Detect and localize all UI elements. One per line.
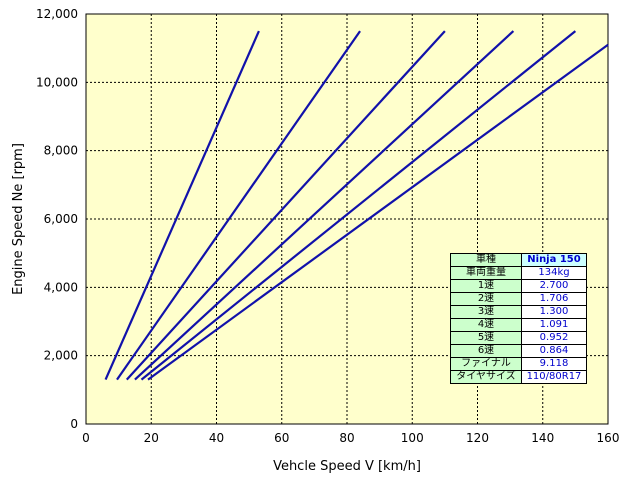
- spec-row: 6速 0.864: [450, 344, 587, 358]
- series-line-4: [134, 30, 515, 381]
- spec-value: 110/80R17: [521, 370, 587, 384]
- y-tick-label: 6,000: [44, 212, 78, 226]
- series-line-1: [104, 30, 260, 381]
- spec-row: ファイナル 9.118: [450, 357, 587, 371]
- y-tick-label: 10,000: [36, 75, 78, 89]
- x-tick-label: 100: [401, 431, 424, 445]
- y-tick-label: 0: [70, 417, 78, 431]
- spec-value: Ninja 150: [521, 253, 587, 267]
- spec-label: 車両重量: [450, 266, 522, 280]
- x-tick-label: 60: [274, 431, 289, 445]
- spec-value: 0.952: [521, 331, 587, 345]
- series-line-6: [147, 43, 609, 381]
- x-tick-label: 160: [597, 431, 620, 445]
- spec-value: 9.118: [521, 357, 587, 371]
- y-axis-ticks: 0 2,000 4,000 6,000 8,000 10,000 12,000: [36, 7, 78, 431]
- x-tick-label: 80: [339, 431, 354, 445]
- x-tick-label: 20: [144, 431, 159, 445]
- x-tick-label: 120: [466, 431, 489, 445]
- spec-value: 1.300: [521, 305, 587, 319]
- y-axis-label: Engine Speed Ne [rpm]: [11, 143, 26, 295]
- spec-row: 1速 2.700: [450, 279, 587, 293]
- spec-row: 車種 Ninja 150: [450, 253, 587, 267]
- spec-row: 5速 0.952: [450, 331, 587, 345]
- spec-label: 3速: [450, 305, 522, 319]
- series-line-2: [116, 30, 361, 381]
- spec-label: ファイナル: [450, 357, 522, 371]
- spec-value: 1.091: [521, 318, 587, 332]
- spec-value: 134kg: [521, 266, 587, 280]
- x-tick-label: 140: [531, 431, 554, 445]
- spec-row: 4速 1.091: [450, 318, 587, 332]
- spec-row: 車両重量 134kg: [450, 266, 587, 280]
- x-tick-label: 0: [82, 431, 90, 445]
- y-tick-label: 12,000: [36, 7, 78, 21]
- spec-value: 0.864: [521, 344, 587, 358]
- spec-label: タイヤサイズ: [450, 370, 522, 384]
- series-line-3: [125, 30, 446, 381]
- x-axis-label: Vehcle Speed V [km/h]: [273, 459, 421, 474]
- y-tick-label: 8,000: [44, 144, 78, 158]
- spec-row: 2速 1.706: [450, 292, 587, 306]
- spec-row: タイヤサイズ 110/80R17: [450, 370, 587, 384]
- series-lines: [104, 30, 609, 381]
- spec-label: 5速: [450, 331, 522, 345]
- y-tick-label: 2,000: [44, 349, 78, 363]
- x-tick-label: 40: [209, 431, 224, 445]
- spec-label: 車種: [450, 253, 522, 267]
- spec-label: 2速: [450, 292, 522, 306]
- y-tick-label: 4,000: [44, 280, 78, 294]
- x-axis-ticks: 0 20 40 60 80 100 120 140 160: [82, 431, 619, 445]
- spec-value: 1.706: [521, 292, 587, 306]
- spec-label: 4速: [450, 318, 522, 332]
- spec-value: 2.700: [521, 279, 587, 293]
- spec-table: 車種 Ninja 150 車両重量 134kg 1速 2.700 2速 1.706 3速 1.30…: [450, 253, 587, 384]
- spec-label: 6速: [450, 344, 522, 358]
- spec-row: 3速 1.300: [450, 305, 587, 319]
- spec-label: 1速: [450, 279, 522, 293]
- series-line-5: [140, 30, 577, 381]
